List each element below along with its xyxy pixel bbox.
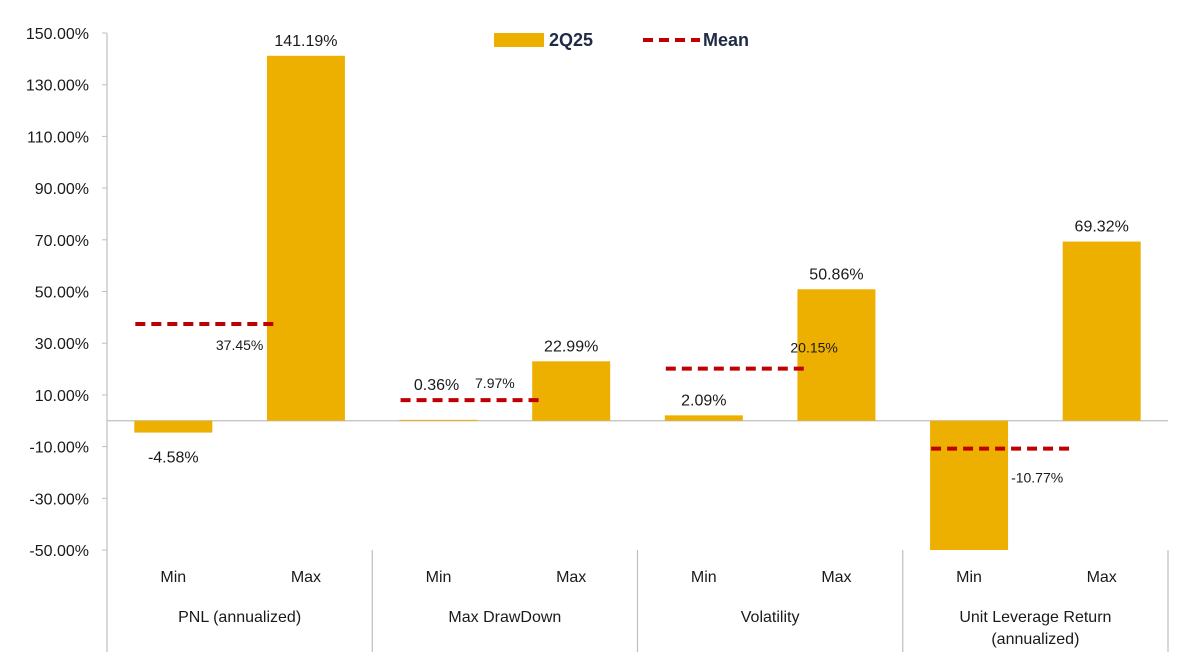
bars — [134, 55, 1141, 550]
legend-bar-swatch — [494, 33, 544, 47]
y-tick-label: -30.00% — [29, 491, 89, 508]
y-tick-label: 70.00% — [35, 233, 89, 250]
bar-value-label: 22.99% — [544, 338, 598, 355]
group-label: (annualized) — [991, 631, 1079, 648]
sub-category-label: Max — [1087, 569, 1117, 586]
data-labels: Min -4.58% Max 141.19% PNL (annualized) 37.45… — [148, 33, 1129, 648]
y-tick-label: -10.00% — [29, 440, 89, 457]
bar-max — [1062, 241, 1141, 421]
y-tick-label: 150.00% — [26, 26, 89, 43]
mean-lines — [135, 321, 1072, 451]
y-tick-label: -50.00% — [29, 543, 89, 560]
bar-min — [399, 419, 478, 421]
y-tick-label: 30.00% — [35, 336, 89, 353]
bar-max — [532, 361, 611, 421]
bar-value-label: 0.36% — [414, 377, 459, 394]
bar-min — [664, 415, 743, 421]
bar-value-label: 141.19% — [274, 33, 337, 50]
bar-max — [797, 289, 876, 421]
sub-category-label: Min — [426, 569, 452, 586]
bar-value-label: 2.09% — [681, 392, 726, 409]
mean-value-label: 20.15% — [790, 340, 837, 356]
legend-bar-label: 2Q25 — [549, 30, 593, 50]
bar-value-label: 69.32% — [1075, 219, 1129, 236]
bar-max — [266, 55, 345, 421]
sub-category-label: Min — [956, 569, 982, 586]
sub-category-label: Max — [821, 569, 851, 586]
group-label: PNL (annualized) — [178, 609, 301, 626]
y-tick-label: 90.00% — [35, 181, 89, 198]
bar-min — [134, 420, 213, 433]
group-label: Unit Leverage Return — [959, 609, 1111, 626]
y-tick-label: 10.00% — [35, 388, 89, 405]
sub-category-label: Min — [160, 569, 186, 586]
mean-value-label: 7.97% — [475, 375, 515, 391]
legend-mean-label: Mean — [703, 30, 749, 50]
bar-min — [930, 420, 1009, 550]
y-tick-label: 50.00% — [35, 285, 89, 302]
legend: 2Q25 Mean — [494, 30, 749, 50]
axes: 150.00% 130.00% 110.00% 90.00% 70.00% 50.00% 3… — [26, 26, 1169, 652]
bar-value-label: 50.86% — [809, 266, 863, 283]
mean-value-label: 37.45% — [216, 337, 263, 353]
mean-value-label: -10.77% — [1011, 470, 1063, 486]
sub-category-label: Min — [691, 569, 717, 586]
group-label: Max DrawDown — [448, 609, 561, 626]
group-label: Volatility — [741, 609, 800, 626]
bar-value-label: -4.58% — [148, 450, 199, 467]
y-tick-label: 110.00% — [27, 129, 89, 146]
sub-category-label: Max — [291, 569, 321, 586]
y-tick-label: 130.00% — [26, 78, 89, 95]
sub-category-label: Max — [556, 569, 586, 586]
